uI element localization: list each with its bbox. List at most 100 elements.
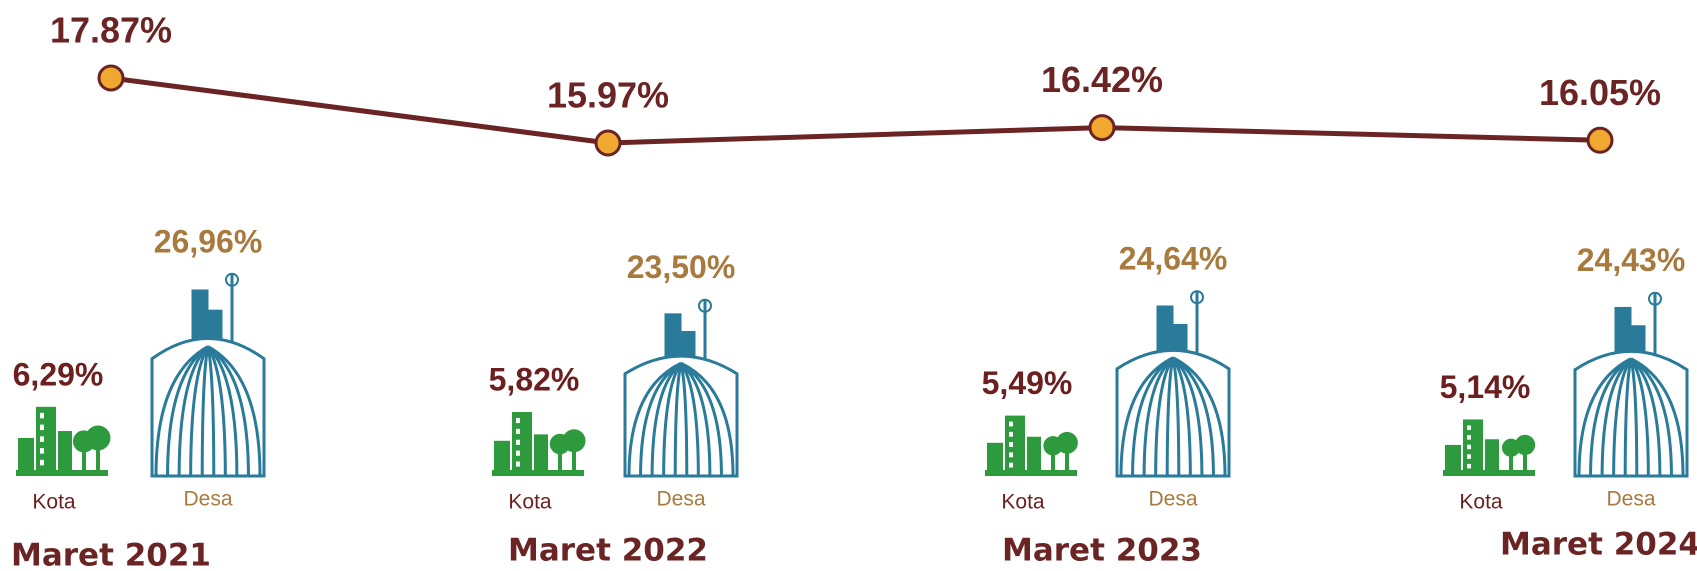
trunk	[1051, 445, 1055, 476]
furrow	[1131, 356, 1174, 477]
furrow	[680, 361, 735, 477]
total-line	[110, 75, 1601, 146]
furrow	[1589, 357, 1632, 477]
kota-value: 5,49%	[982, 365, 1073, 401]
ground	[16, 470, 108, 476]
window	[1467, 454, 1471, 459]
windmill-head	[1190, 290, 1204, 305]
furrow	[207, 345, 250, 477]
window	[40, 448, 44, 454]
desa-value: 26,96%	[154, 223, 263, 259]
furrow	[662, 362, 683, 477]
window	[1467, 435, 1471, 440]
furrow	[206, 346, 216, 477]
furrow	[177, 345, 210, 477]
furrow	[1142, 356, 1175, 477]
total-label: 16.42%	[1041, 59, 1163, 100]
building	[534, 434, 548, 476]
building	[1445, 444, 1461, 476]
building	[18, 437, 34, 476]
kota-name: Kota	[1001, 491, 1045, 514]
window	[1009, 442, 1013, 447]
furrow	[154, 345, 209, 477]
trunk	[558, 443, 562, 476]
furrow	[679, 362, 700, 477]
furrow	[680, 362, 712, 477]
desa-name: Desa	[1148, 488, 1197, 511]
furrow	[650, 362, 682, 477]
ground	[492, 470, 584, 476]
furrow	[1171, 357, 1181, 477]
desa-icon	[150, 272, 266, 478]
building	[512, 411, 532, 476]
window	[1009, 452, 1013, 458]
furrow	[206, 345, 239, 477]
window	[516, 450, 520, 456]
windmill-head	[225, 272, 239, 287]
furrow	[1154, 356, 1175, 477]
marker	[1586, 126, 1614, 154]
building	[1485, 439, 1499, 476]
window	[40, 459, 44, 466]
trunk	[96, 437, 100, 476]
furrow	[1630, 357, 1673, 477]
furrow	[1612, 357, 1633, 477]
furrow	[1165, 357, 1175, 477]
window	[516, 417, 520, 424]
furrow	[1577, 357, 1632, 477]
window	[1467, 463, 1471, 469]
kota-icon	[985, 415, 1078, 476]
building	[1463, 419, 1483, 476]
kota-name: Kota	[508, 491, 552, 514]
building	[494, 440, 510, 476]
furrow	[166, 345, 209, 477]
ground	[985, 470, 1077, 476]
desa-icon	[1115, 290, 1231, 478]
building	[1027, 436, 1041, 476]
windmill-head	[1648, 291, 1662, 306]
desa-icon	[1573, 291, 1689, 478]
trunk	[1523, 444, 1527, 476]
furrow	[207, 345, 262, 477]
window	[40, 412, 44, 419]
trunk	[1065, 442, 1069, 476]
building	[987, 442, 1003, 476]
kota-icon	[1443, 419, 1536, 476]
window	[516, 428, 520, 434]
kota-value: 6,29%	[13, 356, 104, 392]
furrow	[189, 345, 210, 477]
kota-value: 5,82%	[489, 361, 580, 397]
category-label: Maret 2021	[11, 538, 211, 571]
total-label: 17.87%	[50, 10, 172, 51]
window	[1467, 425, 1471, 430]
building	[58, 431, 72, 476]
furrow	[1629, 357, 1662, 477]
kota-name: Kota	[32, 491, 76, 514]
furrow	[1172, 356, 1215, 477]
furrow	[1623, 358, 1633, 477]
furrow	[200, 346, 210, 477]
desa-icon	[623, 298, 739, 478]
furrow	[206, 345, 227, 477]
category-label: Maret 2022	[508, 533, 708, 569]
marker	[594, 129, 622, 157]
ground	[1443, 470, 1535, 476]
window	[40, 424, 44, 431]
furrow	[1600, 357, 1633, 477]
desa-name: Desa	[183, 488, 232, 511]
building	[1005, 415, 1025, 476]
kota-value: 5,14%	[1440, 369, 1531, 405]
total-label: 15.97%	[547, 75, 669, 116]
trunk	[572, 440, 576, 476]
furrow	[639, 361, 682, 477]
desa-value: 24,43%	[1577, 242, 1686, 278]
building	[36, 406, 56, 476]
furrow	[1171, 356, 1204, 477]
category-label: Maret 2024	[1500, 527, 1697, 563]
window	[1009, 431, 1013, 437]
furrow	[1629, 358, 1639, 477]
window	[1009, 462, 1013, 468]
window	[40, 436, 44, 442]
trunk	[1509, 447, 1513, 476]
